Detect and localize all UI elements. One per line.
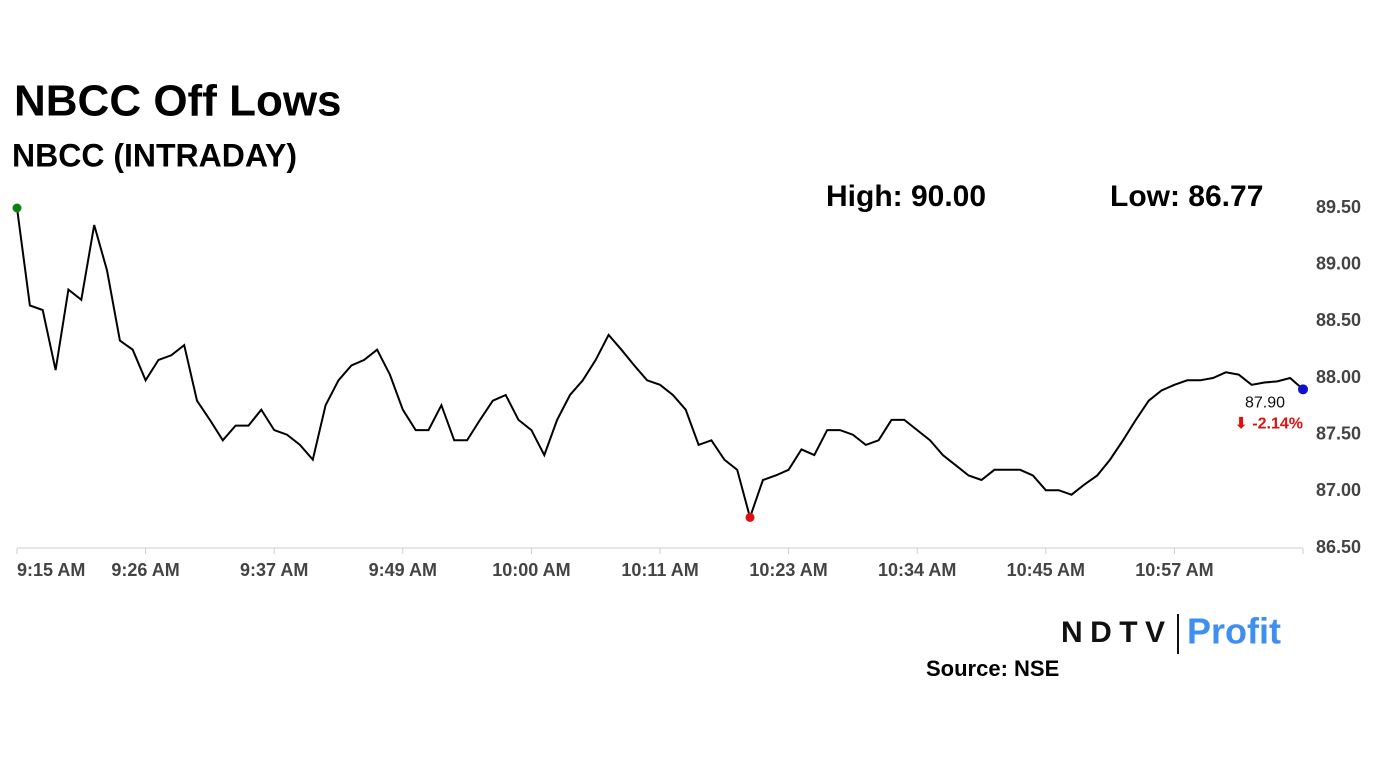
y-tick-label: 88.50 (1316, 310, 1361, 330)
chart-title: NBCC Off Lows (14, 77, 342, 126)
y-tick-label: 86.50 (1316, 537, 1361, 557)
end-marker (1298, 384, 1308, 395)
chart-subtitle: NBCC (INTRADAY) (12, 137, 297, 173)
brand-profit: Profit (1187, 611, 1281, 652)
start-marker (12, 203, 22, 213)
x-tick-label: 10:57 AM (1135, 560, 1213, 580)
x-tick-label: 9:26 AM (111, 560, 179, 580)
low-marker (745, 512, 755, 522)
x-tick-label: 9:37 AM (240, 560, 308, 580)
y-tick-label: 87.50 (1316, 423, 1361, 443)
brand-ndtv: NDTV (1061, 616, 1165, 649)
y-tick-label: 89.50 (1316, 197, 1361, 217)
high-label: High: 90.00 (826, 180, 986, 213)
end-value-label: 87.90 (1245, 395, 1285, 412)
y-tick-label: 88.00 (1316, 367, 1361, 387)
y-tick-label: 89.00 (1316, 253, 1361, 273)
low-label: Low: 86.77 (1110, 180, 1263, 213)
x-tick-label: 10:45 AM (1007, 560, 1085, 580)
source: Source: NSE (926, 656, 1059, 681)
x-tick-label: 10:00 AM (492, 560, 570, 580)
x-tick-label: 10:11 AM (621, 560, 698, 580)
x-tick-label: 9:49 AM (369, 560, 437, 580)
change-label: ⬇ -2.14% (1234, 416, 1303, 433)
y-tick-label: 87.00 (1316, 480, 1361, 500)
x-tick-label: 10:23 AM (749, 560, 827, 580)
x-tick-label: 10:34 AM (878, 560, 956, 580)
price-line (16, 207, 1304, 521)
x-tick-label: 9:15 AM (17, 560, 85, 580)
